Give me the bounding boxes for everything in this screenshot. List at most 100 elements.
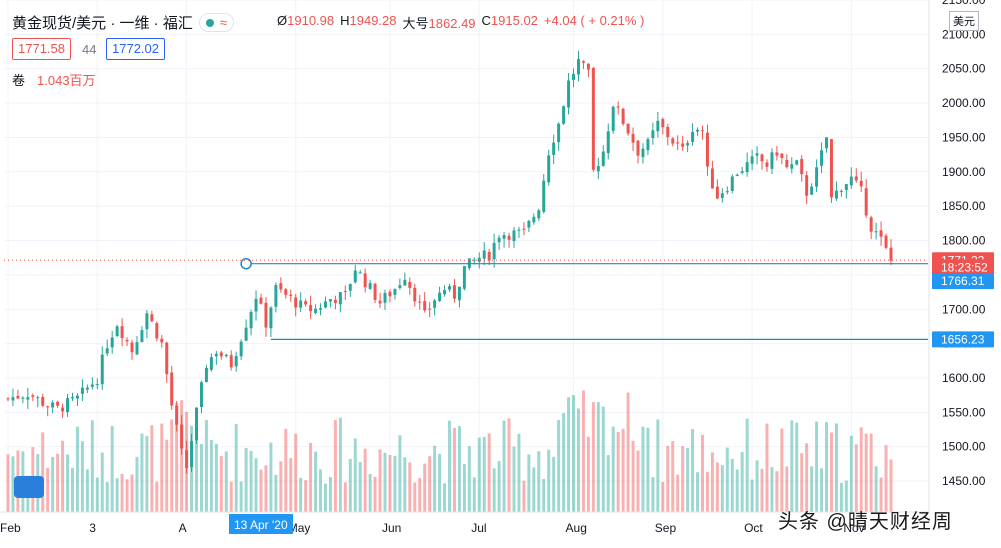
candle-body	[323, 301, 327, 308]
candle-body	[621, 108, 625, 124]
candle-body	[522, 228, 526, 230]
candle-body	[611, 106, 615, 131]
x-tick-label: A	[179, 521, 187, 535]
candle-body	[537, 210, 541, 219]
candle-body	[120, 326, 124, 339]
price-label: 1766.31	[941, 274, 985, 288]
close-value: 1915.02	[490, 13, 538, 28]
candle-body	[26, 397, 30, 400]
volume-bar	[457, 426, 461, 512]
candle-body	[418, 301, 422, 303]
volume-bar	[472, 477, 476, 512]
volume-bar	[145, 436, 149, 512]
volume-bar	[646, 427, 650, 512]
candle-body	[85, 387, 89, 390]
candle-body	[725, 191, 729, 193]
volume-bar	[656, 419, 660, 512]
currency-selector[interactable]: 美元	[949, 11, 979, 31]
candle-body	[636, 140, 640, 156]
candle-body	[66, 398, 70, 413]
line-anchor-handle	[240, 257, 252, 270]
volume-bar	[75, 426, 79, 512]
low-value: 1862.49	[428, 16, 476, 31]
candle-body	[567, 80, 571, 108]
high-label: H	[340, 13, 350, 28]
high-value: 1949.28	[349, 13, 397, 28]
bid-button[interactable]: 1771.58	[12, 38, 71, 60]
candle-body	[274, 285, 278, 307]
candle-body	[681, 143, 685, 147]
volume-bar	[338, 417, 342, 512]
y-tick-label: 1850.00	[942, 199, 986, 213]
volume-bar	[507, 418, 511, 512]
volume-bar	[115, 478, 119, 512]
volume-bar	[854, 444, 858, 512]
volume-bar	[195, 424, 198, 512]
volume-bar	[46, 467, 50, 512]
candle-body	[834, 190, 838, 199]
volume-bar	[418, 478, 422, 512]
candle-body	[864, 188, 868, 216]
candle-body	[805, 175, 809, 196]
volume-bar	[492, 468, 496, 512]
volume-bar	[130, 474, 134, 512]
candle-body	[879, 230, 883, 237]
volume-bar	[616, 431, 620, 512]
candle-body	[710, 168, 714, 189]
candle-body	[691, 132, 695, 142]
candle-body	[254, 298, 258, 312]
candle-body	[869, 217, 873, 232]
volume-bar	[90, 420, 94, 512]
candle-body	[373, 283, 377, 300]
candle-body	[219, 352, 223, 357]
volume-bar	[239, 481, 243, 512]
candle-body	[56, 401, 60, 406]
symbol-title[interactable]: 黄金现货/美元 · 一维 · 福汇	[12, 15, 193, 32]
candle-body	[234, 355, 238, 367]
candle-body	[720, 193, 724, 198]
candle-body	[616, 106, 620, 108]
candle-body	[388, 291, 392, 297]
volume-bar	[641, 426, 645, 512]
y-tick-label: 1950.00	[942, 130, 986, 144]
volume-bar	[661, 481, 665, 512]
candle-body	[472, 259, 476, 261]
ask-button[interactable]: 1772.02	[106, 38, 165, 60]
x-tick-label: Jul	[471, 521, 486, 535]
y-tick-label: 1450.00	[942, 474, 986, 488]
x-tick-label: Nov	[843, 521, 864, 535]
volume-bar	[150, 425, 154, 512]
x-tick-label: Sep	[655, 521, 677, 535]
volume-bar	[328, 477, 332, 512]
candle-body	[462, 266, 466, 289]
candle-body	[408, 281, 412, 288]
volume-bar	[844, 480, 848, 512]
tradingview-logo-icon[interactable]	[14, 476, 44, 498]
candle-body	[36, 397, 40, 399]
candle-body	[844, 184, 848, 191]
candle-body	[378, 300, 382, 304]
volume-bar	[591, 402, 595, 512]
price-label: 18:23:52	[941, 260, 988, 274]
candle-body	[507, 235, 511, 240]
candle-body	[100, 354, 104, 385]
candle-body	[358, 272, 362, 274]
market-status-pill[interactable]: ≈	[198, 13, 234, 32]
candle-body	[815, 167, 819, 187]
volume-bar	[299, 477, 303, 512]
volume-bar	[462, 464, 466, 512]
candle-body	[175, 405, 179, 425]
candle-body	[190, 441, 194, 468]
candle-body	[279, 283, 283, 290]
volume-bar	[636, 450, 640, 512]
volume-bar	[676, 474, 680, 512]
candle-body	[71, 396, 74, 399]
volume-bar	[884, 445, 888, 512]
volume-bar	[666, 445, 670, 512]
candle-body	[666, 126, 670, 138]
volume-bar	[825, 422, 828, 512]
candle-body	[859, 180, 863, 187]
candle-body	[562, 106, 566, 124]
volume-bar	[304, 480, 308, 512]
